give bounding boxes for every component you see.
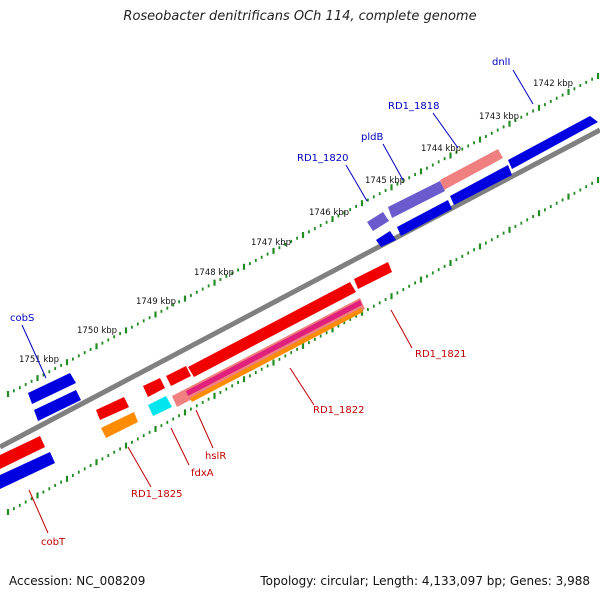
gene-pldB[interactable] bbox=[388, 181, 445, 218]
leader-cobT bbox=[28, 489, 49, 534]
gene-RD1_1822-orange[interactable] bbox=[190, 308, 363, 402]
gene-cobT-lower[interactable] bbox=[0, 452, 55, 489]
gene-RD1_1822-magenta[interactable] bbox=[186, 300, 362, 396]
leader-fdxA bbox=[170, 427, 190, 466]
gene-RD1_1818[interactable] bbox=[440, 149, 503, 190]
label-hslR: hslR bbox=[205, 451, 226, 462]
label-cobS: cobS bbox=[10, 313, 34, 324]
gene-cobS-lower[interactable] bbox=[34, 390, 81, 421]
gene-RD1_1820[interactable] bbox=[367, 212, 389, 231]
kbp-label-1746: 1746 kbp bbox=[309, 208, 349, 218]
kbp-label-1745: 1745 kbp bbox=[365, 176, 405, 186]
kbp-label-1742: 1742 kbp bbox=[533, 79, 573, 89]
label-dnlI: dnlI bbox=[492, 57, 510, 68]
label-fdxA: fdxA bbox=[191, 468, 214, 479]
leader-RD1_1822 bbox=[289, 367, 315, 406]
label-pldB: pldB bbox=[361, 132, 383, 143]
kbp-label-1749: 1749 kbp bbox=[136, 297, 176, 307]
gene-dnlI-lower[interactable] bbox=[450, 165, 512, 205]
label-RD1_1825: RD1_1825 bbox=[131, 489, 182, 500]
kbp-label-1748: 1748 kbp bbox=[194, 268, 234, 278]
leader-RD1_1820 bbox=[345, 164, 368, 202]
genes-reverse bbox=[0, 262, 392, 489]
label-RD1_1822: RD1_1822 bbox=[313, 405, 364, 416]
tick-track-outer bbox=[6, 73, 600, 397]
label-cobT: cobT bbox=[41, 537, 66, 548]
gene-RD1_1825[interactable] bbox=[96, 397, 129, 420]
gene-fdxA[interactable] bbox=[143, 378, 165, 397]
leader-pldB bbox=[382, 143, 404, 181]
kbp-label-1750: 1750 kbp bbox=[77, 326, 117, 336]
gene-cobS[interactable] bbox=[28, 373, 76, 404]
label-RD1_1818: RD1_1818 bbox=[388, 101, 439, 112]
gene-pldB-lower[interactable] bbox=[397, 200, 452, 236]
leader-hslR bbox=[195, 409, 214, 449]
gene-cobT[interactable] bbox=[0, 436, 45, 469]
kbp-label-1747: 1747 kbp bbox=[251, 238, 291, 248]
kbp-label-1751: 1751 kbp bbox=[19, 355, 59, 365]
leader-cobS bbox=[21, 324, 47, 379]
gene-fdxA-cyan[interactable] bbox=[148, 396, 172, 416]
gene-dnlI[interactable] bbox=[508, 116, 598, 169]
kbp-label-1743: 1743 kbp bbox=[479, 112, 519, 122]
genes-forward bbox=[28, 116, 598, 421]
leader-RD1_1818 bbox=[432, 112, 459, 149]
gene-RD1_1822[interactable] bbox=[188, 282, 356, 377]
kbp-label-1744: 1744 kbp bbox=[421, 144, 461, 154]
leader-RD1_1821 bbox=[390, 309, 413, 349]
label-RD1_1821: RD1_1821 bbox=[415, 349, 466, 360]
kbp-scale: 1742 kbp 1743 kbp 1744 kbp 1745 kbp 1746… bbox=[19, 79, 573, 365]
gene-RD1_1825-orange[interactable] bbox=[101, 412, 138, 438]
gene-RD1_1820-lower[interactable] bbox=[376, 231, 396, 247]
genome-stats-text: Topology: circular; Length: 4,133,097 bp… bbox=[260, 574, 590, 588]
leader-RD1_1825 bbox=[127, 446, 152, 488]
accession-text: Accession: NC_008209 bbox=[9, 574, 146, 588]
tick-track-inner bbox=[6, 177, 600, 515]
leader-dnlI bbox=[512, 69, 534, 105]
genome-backbone bbox=[0, 127, 600, 450]
label-RD1_1820: RD1_1820 bbox=[297, 153, 348, 164]
gene-hslR[interactable] bbox=[166, 366, 191, 386]
map-title: Roseobacter denitrificans OCh 114, compl… bbox=[123, 9, 477, 24]
label-leaders bbox=[21, 69, 534, 534]
gene-RD1_1821[interactable] bbox=[354, 262, 392, 289]
